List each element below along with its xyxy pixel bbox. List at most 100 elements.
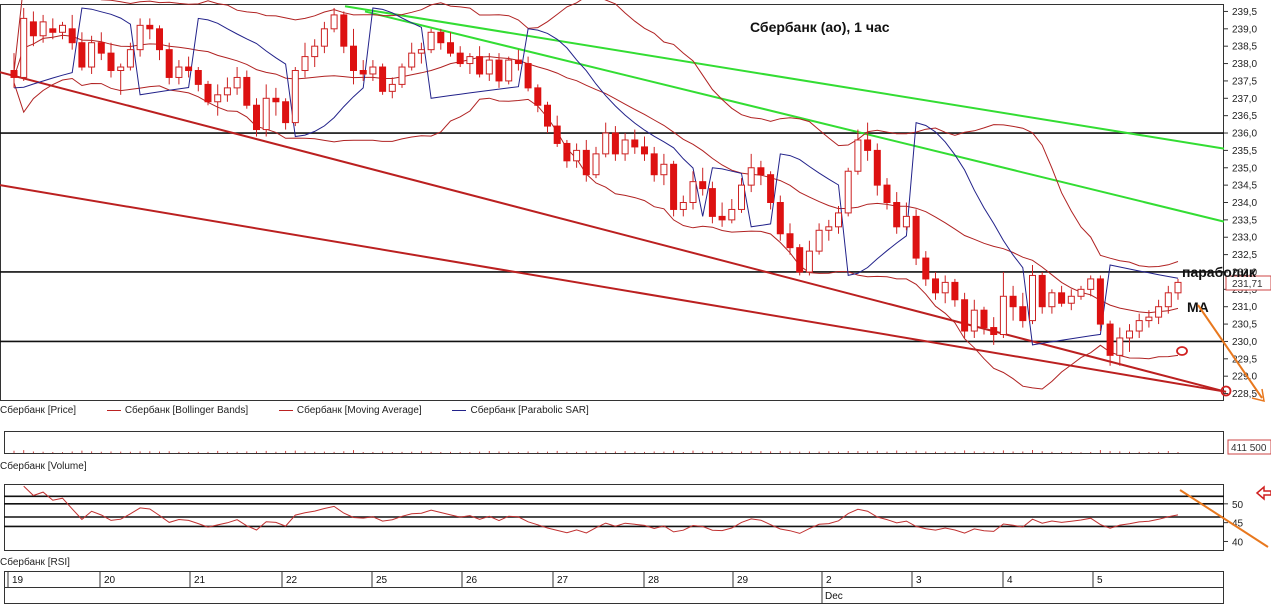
candle-body <box>776 202 784 235</box>
candle-body <box>117 66 125 71</box>
price-tick-label: 234,0 <box>1232 198 1257 209</box>
candle-body <box>1155 306 1163 318</box>
candle-body <box>427 31 435 51</box>
candle-body <box>544 104 551 127</box>
price-tick-label: 235,5 <box>1232 146 1257 157</box>
candle-body <box>505 59 513 82</box>
candle-body <box>844 170 852 214</box>
candle-body <box>388 83 396 92</box>
candle-body <box>204 83 212 103</box>
price-tick-label: 232,0 <box>1232 267 1257 278</box>
candle-body <box>699 181 707 190</box>
day-tick-label: 2 <box>826 575 832 586</box>
candle-body <box>1038 274 1046 308</box>
price-axis: 239,5 239,0 238,5 238,0 237,5 237,0 236,5 236,0… <box>1224 7 1257 400</box>
price-plot-frame <box>0 4 1224 401</box>
bollinger-upper-line <box>13 0 1179 268</box>
day-tick-label: 3 <box>916 575 922 586</box>
candle-body <box>1174 281 1182 294</box>
price-tick-label: 230,0 <box>1232 337 1257 348</box>
candle-body <box>485 59 493 75</box>
candle-body <box>1009 295 1017 308</box>
candle-body <box>941 281 949 294</box>
price-tick-label: 230,5 <box>1232 320 1257 331</box>
day-tick-label: 29 <box>737 575 749 586</box>
volume-value-box <box>1227 439 1271 455</box>
candle-body <box>10 70 18 78</box>
candle-body <box>291 70 299 124</box>
candle-body <box>146 24 154 30</box>
day-tick-label: 22 <box>286 575 298 586</box>
rsi-tick-label: 45 <box>1232 519 1244 530</box>
red-trend-line-lower <box>0 184 1227 393</box>
price-tick-label: 229,5 <box>1232 354 1257 365</box>
green-trend-line-lower <box>364 10 1225 223</box>
legend-swatch <box>278 409 293 411</box>
candle-body <box>718 215 726 221</box>
candle-body <box>767 174 775 203</box>
candle-body <box>107 52 115 72</box>
candle-body <box>796 247 804 273</box>
candle-body <box>340 14 348 47</box>
candle-body <box>1019 306 1027 322</box>
volume-chart: 411 500 <box>4 431 1271 455</box>
candle-body <box>97 42 105 54</box>
candle-body <box>126 49 134 68</box>
day-tick-label: 5 <box>1097 575 1103 586</box>
candle-body <box>524 63 532 89</box>
candle-body <box>970 309 978 332</box>
price-tick-label: 235,0 <box>1232 163 1257 174</box>
moving-average-line <box>13 34 1179 314</box>
candle-body <box>466 56 474 65</box>
candle-body <box>631 139 639 148</box>
candle-body <box>379 66 387 92</box>
candle-body <box>88 42 96 68</box>
price-tick-label: 237,5 <box>1232 76 1257 87</box>
target-circle-mid <box>1176 346 1188 356</box>
candle-body <box>136 24 144 51</box>
candle-body <box>1096 278 1104 325</box>
candle-body <box>495 59 503 82</box>
price-tick-label: 238,5 <box>1232 42 1257 53</box>
candle-body <box>922 257 930 280</box>
candle-body <box>854 139 862 172</box>
candle-body <box>223 87 231 96</box>
candle-body <box>912 215 920 259</box>
candle-body <box>311 45 319 58</box>
chart-title: Сбербанк (ао), 1 час <box>750 19 890 35</box>
price-tick-label: 233,5 <box>1232 215 1257 226</box>
candle-body <box>29 21 37 37</box>
candle-body <box>563 142 571 162</box>
candle-body <box>757 167 765 176</box>
candle-body <box>1106 323 1114 356</box>
candle-body <box>1087 278 1095 290</box>
legend-item-bollinger: Сбербанк [Bollinger Bands] <box>101 405 248 416</box>
forecast-arrow-head <box>1251 388 1265 403</box>
candle-body <box>864 139 872 151</box>
rsi-tick-label: 40 <box>1232 537 1244 548</box>
rsi-tick-label: 50 <box>1232 500 1244 511</box>
candle-body <box>253 104 260 131</box>
candle-body <box>670 163 678 210</box>
rsi-arrow-marker <box>1255 485 1271 501</box>
candle-body <box>59 24 66 33</box>
rsi-label: Сбербанк [RSI] <box>0 557 70 568</box>
candle-body <box>330 14 338 30</box>
candle-body <box>20 17 28 78</box>
candle-body <box>398 66 406 85</box>
candle-body <box>350 45 357 72</box>
day-tick-label: 19 <box>12 575 24 586</box>
candle-body <box>961 299 969 332</box>
parabolic-sar-line <box>13 7 1179 346</box>
candle-body <box>980 309 988 329</box>
trend-lines <box>0 5 1227 393</box>
candle-body <box>611 132 619 155</box>
legend-swatch <box>452 409 467 411</box>
price-tick-label: 233,0 <box>1232 233 1257 244</box>
day-tick-label: 21 <box>194 575 206 586</box>
candle-body <box>602 132 610 155</box>
candle-body <box>1077 288 1085 297</box>
candle-body <box>660 163 668 176</box>
candle-body <box>194 70 202 85</box>
candle-body <box>408 52 416 68</box>
